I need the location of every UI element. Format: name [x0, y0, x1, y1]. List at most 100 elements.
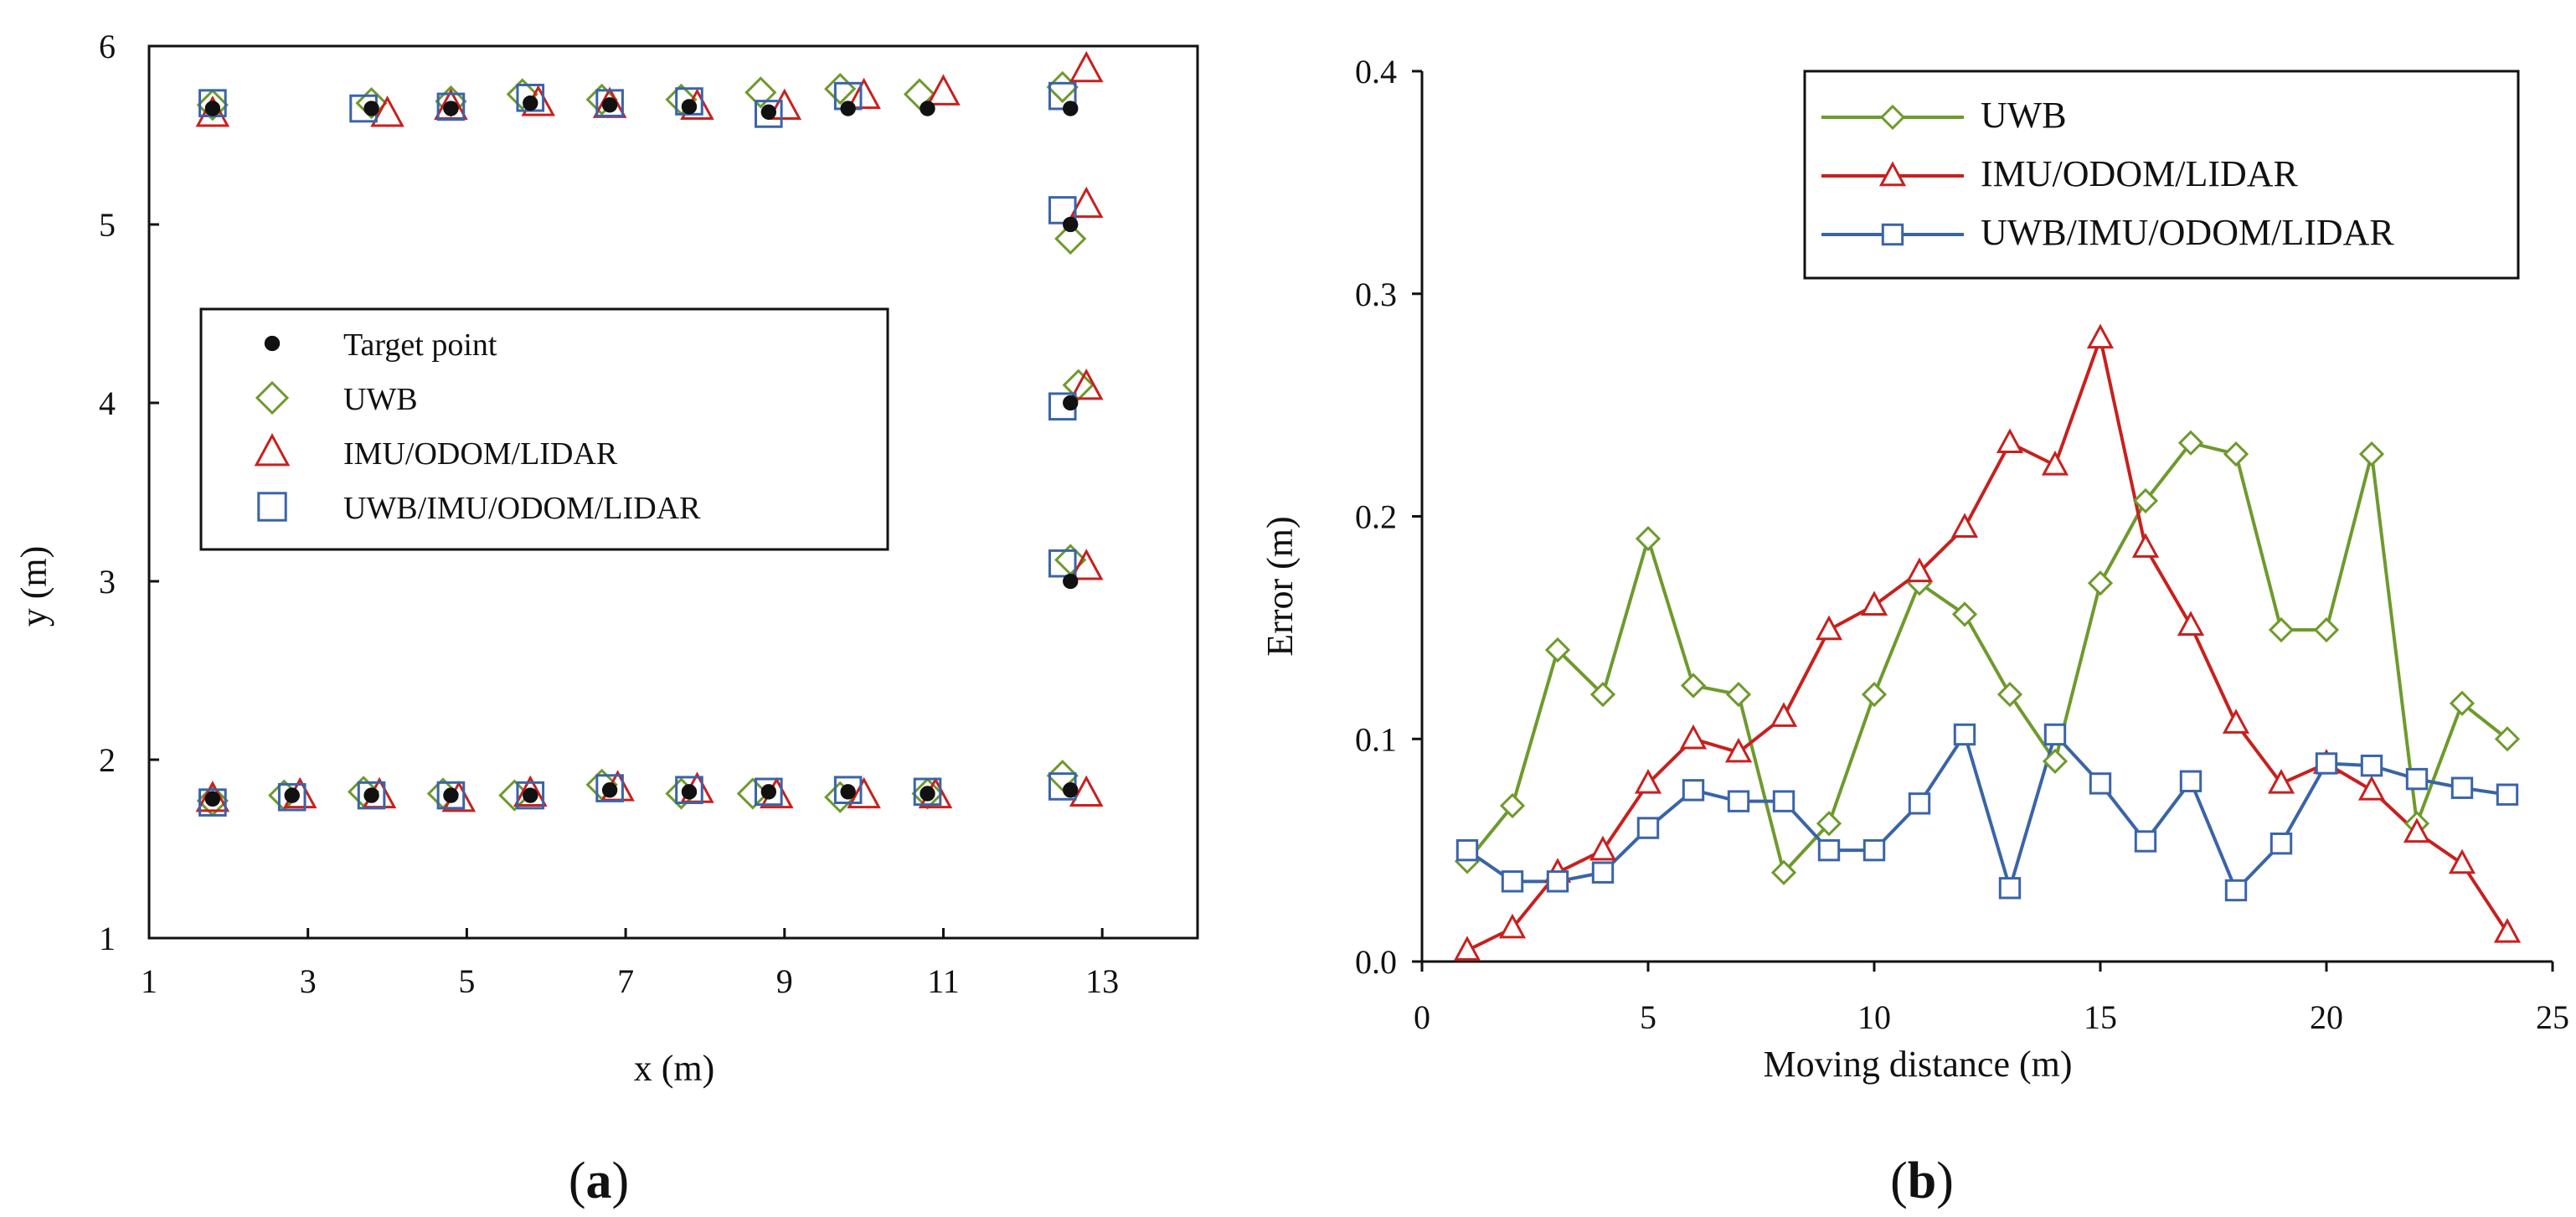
chart-a-point-fusion — [436, 92, 466, 121]
chart-b-point-imu — [2131, 533, 2160, 558]
chart-a-point-target — [760, 784, 776, 800]
chart-b-x-tick-label: 5 — [1640, 998, 1656, 1036]
chart-b-point-uwb — [2177, 430, 2204, 456]
chart-b-point-fusion — [2089, 772, 2112, 795]
chart-b-legend-label-uwb: UWB — [1981, 95, 2067, 136]
chart-b-point-fusion — [2315, 752, 2338, 775]
chart-b-point-fusion — [2179, 770, 2202, 792]
chart-b-point-uwb — [2132, 487, 2159, 514]
chart-a-point-target — [1063, 782, 1079, 798]
chart-b-point-fusion — [1546, 870, 1569, 893]
chart-b-point-imu — [2493, 918, 2522, 943]
chart-b-point-uwb — [1996, 681, 2023, 708]
chart-b-point-imu — [1679, 724, 1708, 750]
chart-a-point-fusion — [913, 777, 942, 807]
chart-b-legend-marker-uwb — [1879, 104, 1906, 131]
chart-a-point-imu — [1069, 50, 1104, 83]
chart-a-point-imu — [195, 781, 230, 812]
chart-b-point-fusion — [2269, 832, 2293, 855]
chart-b-point-uwb — [1544, 637, 1571, 663]
chart-a-point-fusion — [595, 774, 624, 802]
chart-b-point-uwb — [2358, 441, 2385, 467]
chart-a-x-tick-label: 11 — [927, 962, 960, 1000]
chart-a-point-fusion — [755, 777, 783, 807]
chart-a-point-uwb — [506, 78, 538, 111]
chart-a-point-imu — [847, 77, 881, 110]
chart-b-point-uwb — [2494, 726, 2521, 752]
chart-a-point-imu — [767, 88, 802, 120]
chart-a-legend-label-fusion: UWB/IMU/ODOM/LIDAR — [343, 491, 701, 526]
chart-a-point-uwb — [196, 89, 229, 121]
chart-a-point-fusion — [357, 781, 386, 810]
chart-b-point-uwb — [1725, 681, 1752, 708]
chart-b-legend-label-fusion: UWB/IMU/ODOM/LIDAR — [1981, 212, 2394, 253]
chart-b-point-uwb — [2313, 616, 2340, 643]
chart-b-point-fusion — [2134, 830, 2157, 853]
chart-a-y-tick-label: 3 — [99, 563, 116, 601]
chart-a-point-imu — [370, 95, 404, 127]
chart-a-legend: Target point UWB IMU/ODOM/LIDAR UWB/IMU/… — [199, 307, 889, 551]
chart-a-y-tick-label: 4 — [99, 384, 116, 422]
chart-b: 0 5 10 15 20 25 0.0 0.1 0.2 0.3 0.4 Error (m) Movi… — [1260, 53, 2569, 1209]
chart-a-point-fusion — [833, 776, 863, 805]
chart-b-point-fusion — [2043, 723, 2067, 746]
chart-b-x-tick-label: 15 — [2084, 998, 2117, 1036]
chart-b-point-fusion — [1772, 790, 1795, 812]
chart-a-point-target — [523, 787, 538, 803]
chart-b-series-imu — [1453, 323, 2522, 961]
chart-a-point-fusion — [755, 100, 783, 128]
chart-b-y-tick-label: 0.0 — [1355, 943, 1397, 981]
chart-b-ylabel: Error (m) — [1260, 516, 1301, 656]
chart-a-xlabel: x (m) — [634, 1048, 715, 1089]
chart-b-point-imu — [1815, 615, 1843, 641]
chart-a-point-target — [363, 101, 379, 116]
chart-a-point-uwb — [1054, 222, 1087, 255]
chart-b-point-fusion — [1998, 877, 2022, 900]
chart-b-legend-marker-imu — [1878, 161, 1907, 187]
chart-b-point-uwb — [1816, 811, 1842, 837]
chart-a-point-target — [204, 791, 221, 807]
chart-b-point-imu — [2222, 709, 2250, 734]
chart-a-x-tick-label: 13 — [1085, 962, 1119, 1000]
chart-a-point-target — [601, 782, 618, 798]
chart-a-point-target — [1063, 573, 1079, 590]
chart-a-point-imu — [1069, 549, 1104, 580]
chart-a-legend-marker-uwb — [255, 380, 290, 415]
chart-a-point-imu — [513, 775, 548, 807]
panel-label-a: (a) — [569, 1153, 629, 1209]
chart-a-x-tick-label: 1 — [141, 962, 157, 1000]
chart-a-point-target — [1063, 101, 1079, 116]
chart-a-point-imu — [926, 74, 961, 106]
chart-a-legend-label-uwb: UWB — [343, 382, 418, 417]
chart-b-legend-marker-fusion — [1881, 223, 1904, 246]
chart-b-point-uwb — [1499, 792, 1526, 819]
chart-a-ylabel: y (m) — [13, 546, 54, 627]
chart-a-point-fusion — [516, 781, 545, 810]
chart-b-x-tick-label: 10 — [1857, 998, 1891, 1036]
chart-b-point-imu — [2403, 817, 2431, 843]
chart-a-point-fusion — [675, 776, 703, 805]
chart-a-point-target — [601, 97, 618, 113]
chart-b-point-imu — [2448, 848, 2476, 874]
panel-label-b: (b) — [1890, 1153, 1954, 1209]
chart-b-y-tick-label: 0.1 — [1355, 720, 1397, 758]
chart-a-point-fusion — [1048, 81, 1077, 111]
chart-a-point-fusion — [595, 89, 624, 117]
chart-a-legend-box — [199, 307, 889, 551]
chart-a-point-target — [443, 101, 459, 116]
chart-a-point-fusion — [1048, 549, 1077, 578]
chart-a-legend-label-imu: IMU/ODOM/LIDAR — [343, 436, 618, 472]
chart-a-legend-marker-target — [264, 335, 281, 352]
chart-b-y-tick-label: 0.4 — [1355, 53, 1397, 90]
chart-b-xlabel: Moving distance (m) — [1763, 1044, 2072, 1085]
chart-b-point-fusion — [1862, 838, 1886, 862]
chart-a-point-uwb — [1046, 760, 1079, 792]
chart-a-point-target — [1063, 216, 1079, 233]
chart-b-point-uwb — [1951, 601, 1978, 627]
chart-b-point-imu — [2177, 611, 2205, 636]
chart-b-point-imu — [1905, 557, 1934, 583]
chart-b-point-imu — [2041, 450, 2069, 476]
chart-b-point-uwb — [1680, 673, 1707, 699]
chart-b-point-fusion — [1817, 838, 1841, 862]
chart-a-point-target — [920, 101, 935, 116]
